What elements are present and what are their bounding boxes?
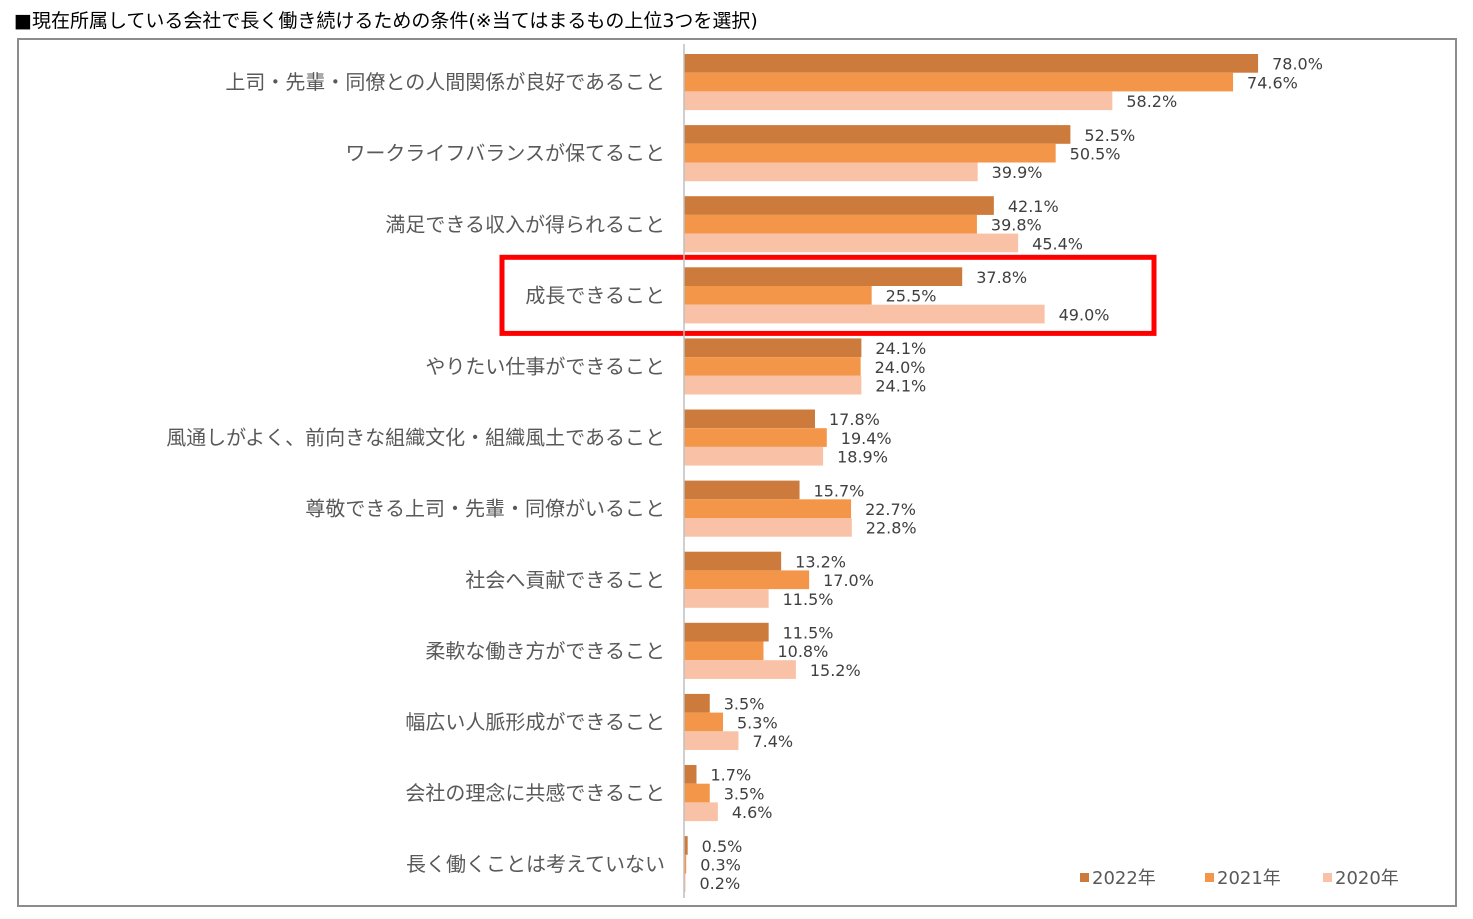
chart-frame [17,38,1457,907]
bar [684,375,862,395]
value-label: 7.4% [752,732,793,751]
value-label: 37.8% [976,268,1027,287]
value-label: 11.5% [783,624,834,643]
bar [684,304,1045,324]
category-label: 上司・先輩・同僚との人間関係が良好であること [225,70,665,94]
value-label: 15.7% [814,481,865,500]
value-label: 78.0% [1272,55,1323,74]
bar [684,693,710,713]
bar [684,338,862,358]
bar [684,641,764,661]
value-label: 3.5% [724,784,765,803]
legend-swatch [1205,873,1214,882]
value-label: 17.0% [823,571,874,590]
value-label: 45.4% [1032,234,1083,253]
bar [684,357,861,376]
bar [684,622,769,642]
page-title: ■現在所属している会社で長く働き続けるための条件(※当てはまるもの上位3つを選択… [14,10,758,32]
bar [684,854,687,874]
bar [684,125,1071,144]
legend-label: 2021年 [1217,868,1281,889]
bar [684,836,688,855]
bar [684,765,697,784]
category-label: 満足できる収入が得られること [385,212,665,236]
bar [684,428,827,447]
value-label: 0.2% [700,874,741,893]
value-label: 52.5% [1084,126,1135,145]
value-label: 39.9% [992,163,1043,182]
value-label: 22.7% [865,500,916,519]
value-label: 22.8% [866,519,917,538]
category-label: 会社の理念に共感できること [405,781,665,805]
value-label: 5.3% [737,713,778,732]
bar [684,712,724,732]
bar [684,233,1019,253]
category-label: 尊敬できる上司・先輩・同僚がいること [305,497,665,521]
legend-label: 2020年 [1335,868,1399,889]
bar [684,214,977,234]
value-label: 3.5% [724,695,765,714]
bar [684,518,852,537]
value-label: 25.5% [886,287,937,306]
legend-swatch [1323,873,1332,882]
value-label: 49.0% [1059,305,1110,324]
category-label: 社会へ貢献できること [465,568,665,592]
value-label: 24.1% [875,339,926,358]
value-label: 0.5% [702,837,743,856]
bar [684,480,800,500]
bar [684,783,710,803]
bar [684,551,782,571]
category-label: ワークライフバランスが保てること [345,141,665,165]
bar [684,802,718,822]
bar [684,54,1259,73]
value-label: 39.8% [991,216,1042,235]
value-label: 42.1% [1008,197,1059,216]
highlight-box [499,254,1157,336]
bar [684,731,739,750]
value-label: 10.8% [777,642,828,661]
value-label: 58.2% [1126,92,1177,111]
value-label: 24.0% [875,358,926,377]
value-label: 50.5% [1070,145,1121,164]
bar [684,286,872,305]
value-label: 4.6% [732,803,773,822]
bar [684,143,1056,163]
legend-label: 2022年 [1092,868,1156,889]
bar [684,72,1234,92]
value-label: 74.6% [1247,73,1298,92]
bar [684,499,852,518]
value-label: 24.1% [875,377,926,396]
bar [684,446,824,466]
category-label: 幅広い人脈形成ができること [405,710,665,734]
bar [684,660,796,679]
category-label: 長く働くことは考えていない [406,852,665,876]
value-label: 18.9% [837,448,888,467]
legend-swatch [1080,873,1089,882]
bar [684,162,978,182]
value-label: 19.4% [841,429,892,448]
category-label: 成長できること [525,283,665,307]
value-label: 15.2% [810,661,861,680]
value-label: 17.8% [829,410,880,429]
value-label: 11.5% [783,590,834,609]
bar [684,589,769,608]
bar [684,267,963,286]
category-label: 風通しがよく、前向きな組織文化・組織風土であること [166,426,665,450]
bar [684,91,1113,111]
bar [684,196,994,215]
value-label: 1.7% [711,766,752,785]
category-label: 柔軟な働き方ができること [425,639,665,663]
category-label: やりたい仕事ができること [425,354,665,378]
value-label: 0.3% [700,856,741,875]
value-label: 13.2% [795,552,846,571]
bar [684,570,810,590]
bar [684,409,816,429]
